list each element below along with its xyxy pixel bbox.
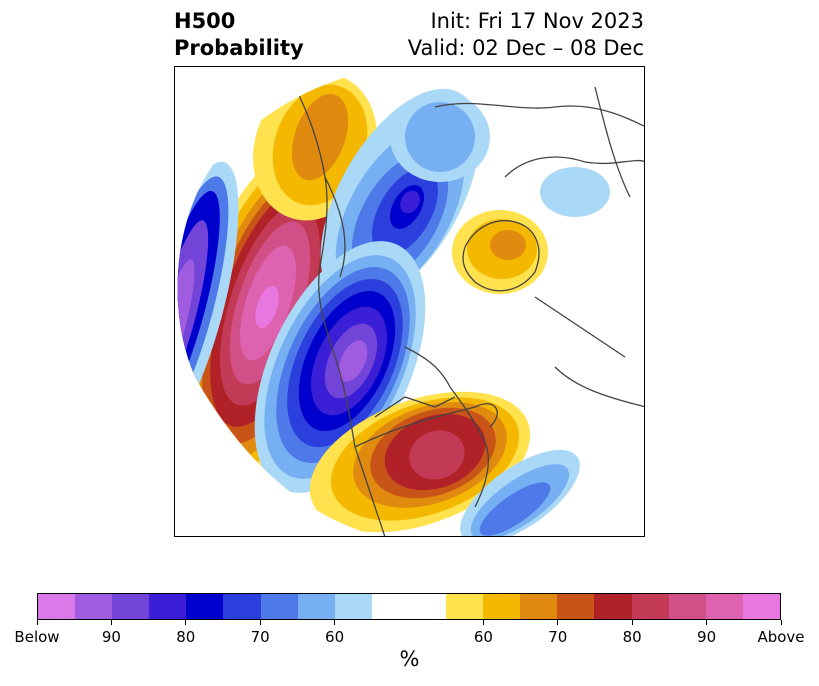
title-variable: H500 xyxy=(174,9,236,33)
colorbar-ticks: Below 90 80 70 60 60 70 80 90 Above xyxy=(14,620,805,646)
colorbar-segment xyxy=(742,594,780,619)
colorbar-segment xyxy=(408,594,447,619)
colorbar xyxy=(37,593,781,620)
colorbar-segment xyxy=(594,594,632,619)
map-canvas xyxy=(177,67,644,536)
colorbar-segment xyxy=(297,594,335,619)
colorbar-segment xyxy=(334,594,372,619)
colorbar-tick-label: 90 xyxy=(101,628,121,646)
colorbar-segment xyxy=(149,594,187,619)
colorbar-segment xyxy=(446,594,484,619)
colorbar-tick-label: Below xyxy=(14,628,60,646)
colorbar-tick-mark xyxy=(259,620,261,625)
coastlines xyxy=(294,86,644,536)
colorbar-segment xyxy=(112,594,150,619)
probability-map xyxy=(174,66,645,537)
colorbar-segment xyxy=(557,594,595,619)
colorbar-tick-label: 70 xyxy=(250,628,270,646)
colorbar-segment xyxy=(668,594,706,619)
colorbar-tick-mark xyxy=(557,620,559,625)
anomaly-positive-eastern-us xyxy=(309,391,531,533)
anomaly-negative-atlantic xyxy=(460,449,580,536)
anomaly-negative-far-west xyxy=(177,161,239,453)
colorbar-segment xyxy=(371,594,409,619)
colorbar-segment xyxy=(705,594,743,619)
map-subtitle: Init: Fri 17 Nov 2023 Valid: 02 Dec – 08… xyxy=(408,8,644,62)
colorbar-tick-mark xyxy=(36,620,38,625)
colorbar-tick-mark xyxy=(482,620,484,625)
title-product: Probability xyxy=(174,36,304,60)
colorbar-tick-mark xyxy=(706,620,708,625)
colorbar-tick-label: 90 xyxy=(697,628,717,646)
colorbar-segment xyxy=(260,594,298,619)
colorbar-tick-label: 60 xyxy=(325,628,345,646)
anomaly-negative-siberia xyxy=(540,167,610,217)
colorbar-tick-mark xyxy=(780,620,782,625)
map-title: H500 Probability xyxy=(174,8,304,62)
init-time: Init: Fri 17 Nov 2023 xyxy=(430,9,644,33)
colorbar-segment xyxy=(631,594,669,619)
colorbar-segment xyxy=(483,594,521,619)
colorbar-tick-label: 70 xyxy=(548,628,568,646)
colorbar-tick-label: 60 xyxy=(473,628,493,646)
colorbar-tick-mark xyxy=(334,620,336,625)
anomaly-positive-scandinavia xyxy=(452,210,548,294)
valid-period: Valid: 02 Dec – 08 Dec xyxy=(407,36,644,60)
colorbar-tick-label: Above xyxy=(757,628,805,646)
colorbar-tick-label: 80 xyxy=(176,628,196,646)
colorbar-tick-mark xyxy=(631,620,633,625)
colorbar-segment xyxy=(38,594,76,619)
colorbar-segment xyxy=(520,594,558,619)
colorbar-tick-mark xyxy=(110,620,112,625)
colorbar-segment xyxy=(186,594,224,619)
colorbar-segment xyxy=(223,594,261,619)
colorbar-unit: % xyxy=(399,647,420,671)
colorbar-tick-mark xyxy=(185,620,187,625)
colorbar-tick-label: 80 xyxy=(622,628,642,646)
colorbar-segment xyxy=(75,594,113,619)
